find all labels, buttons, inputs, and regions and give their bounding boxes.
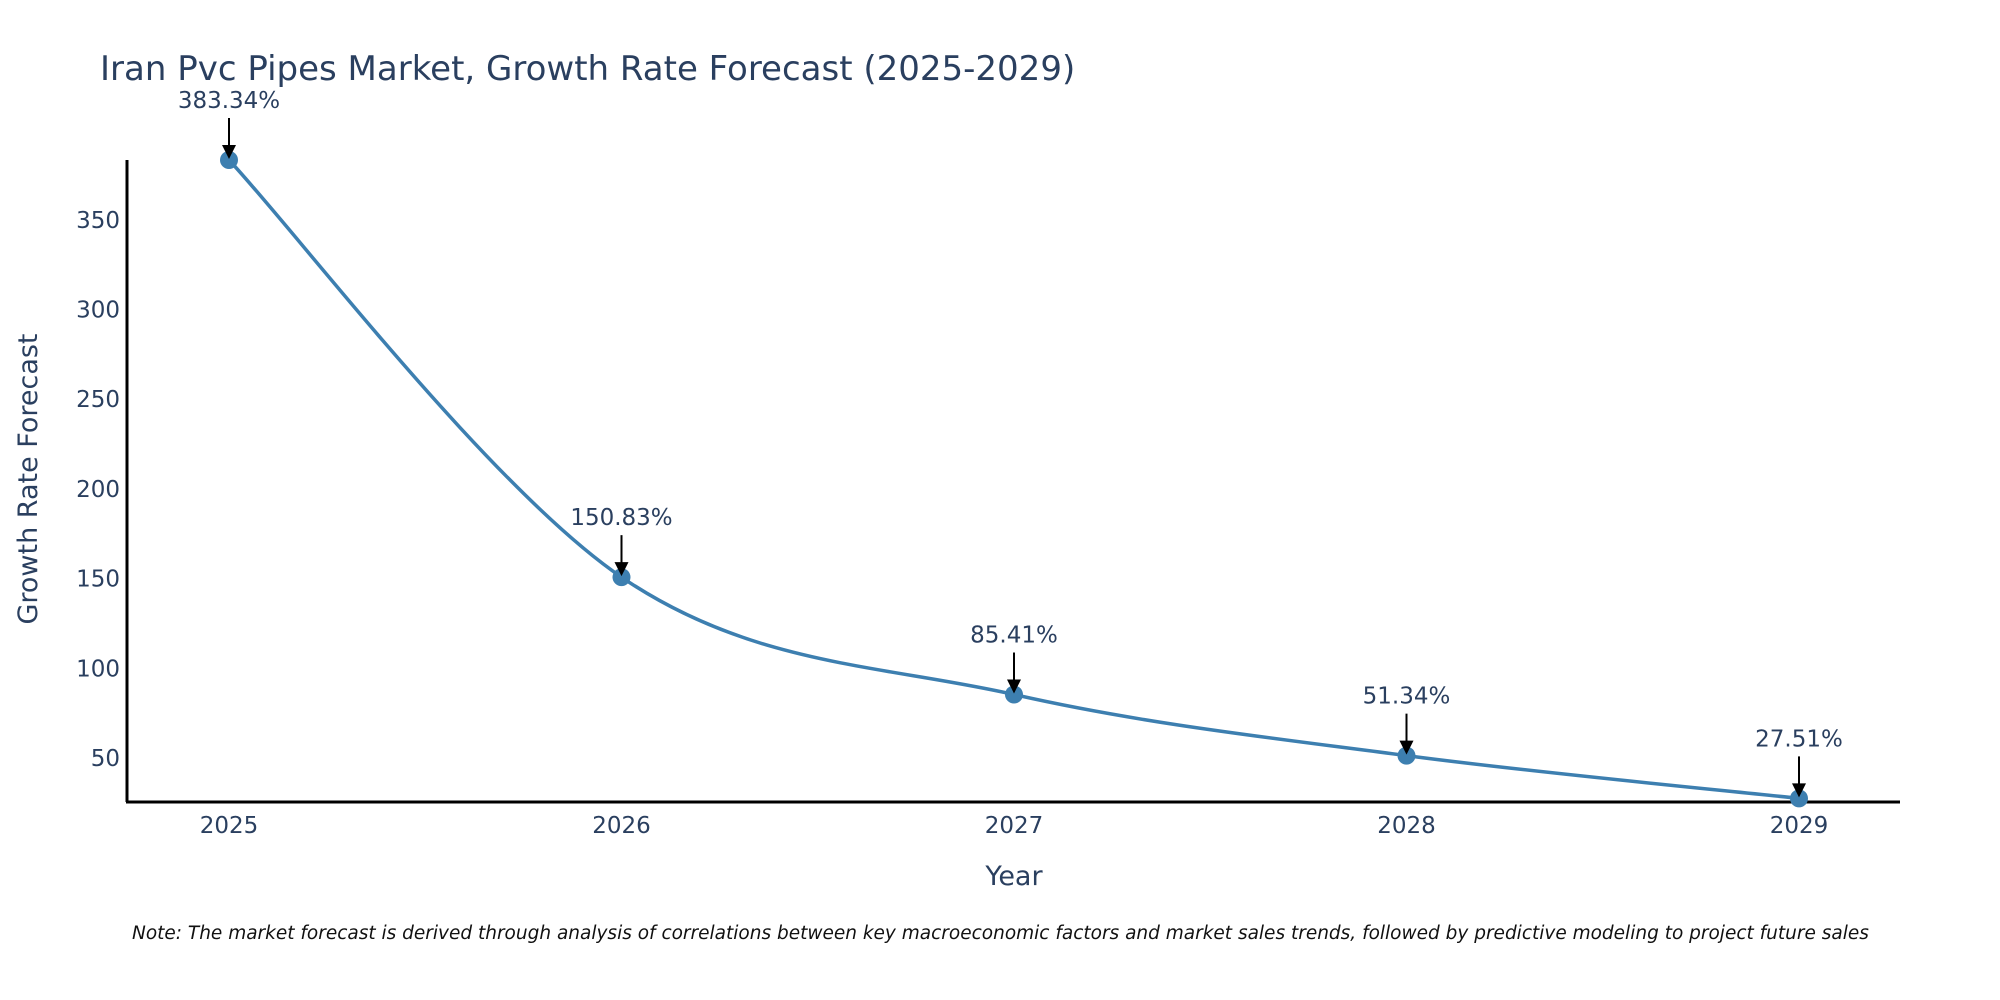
footnote: Note: The market forecast is derived thr…: [132, 923, 1869, 944]
x-ticks: 2025 2026 2027 2028 2029: [200, 813, 1829, 839]
x-tick-label: 2026: [592, 813, 651, 839]
data-label: 51.34%: [1363, 684, 1451, 710]
data-point[interactable]: [612, 568, 631, 587]
y-tick-label: 100: [76, 656, 120, 682]
annotation-arrow-head: [1007, 679, 1021, 694]
data-point[interactable]: [1397, 746, 1416, 765]
chart-title: Iran Pvc Pipes Market, Growth Rate Forec…: [100, 49, 1075, 89]
annotation-arrow-head: [614, 562, 629, 577]
x-tick-label: 2027: [985, 813, 1044, 839]
data-labels: 383.34% 150.83% 85.41% 51.34% 27.51%: [178, 88, 1843, 798]
annotation-arrow-head: [222, 145, 236, 159]
y-tick-label: 50: [91, 746, 120, 772]
y-tick-label: 250: [76, 387, 120, 413]
series-line: [227, 158, 1800, 801]
x-tick-label: 2025: [200, 813, 259, 839]
y-tick-label: 300: [76, 298, 120, 324]
data-point[interactable]: [220, 151, 238, 169]
x-axis-title: Year: [984, 861, 1043, 892]
y-axis-title: Growth Rate Forecast: [13, 333, 44, 624]
y-ticks: 50 100 150 200 250 300 350: [76, 208, 120, 772]
series-layer: [220, 151, 1808, 808]
axes: [125, 160, 1900, 804]
y-tick-label: 200: [76, 477, 120, 503]
x-tick-label: 2028: [1377, 813, 1436, 839]
y-tick-label: 150: [76, 567, 120, 593]
data-label: 85.41%: [970, 623, 1058, 649]
data-point[interactable]: [1005, 685, 1023, 704]
annotation-arrow-head: [1399, 740, 1414, 755]
data-point[interactable]: [1790, 789, 1808, 808]
y-tick-label: 350: [76, 208, 120, 234]
data-label: 383.34%: [178, 88, 280, 114]
data-label: 150.83%: [570, 505, 672, 531]
annotation-arrow-head: [1792, 783, 1806, 798]
x-tick-label: 2029: [1770, 813, 1829, 839]
data-label: 27.51%: [1755, 726, 1843, 752]
